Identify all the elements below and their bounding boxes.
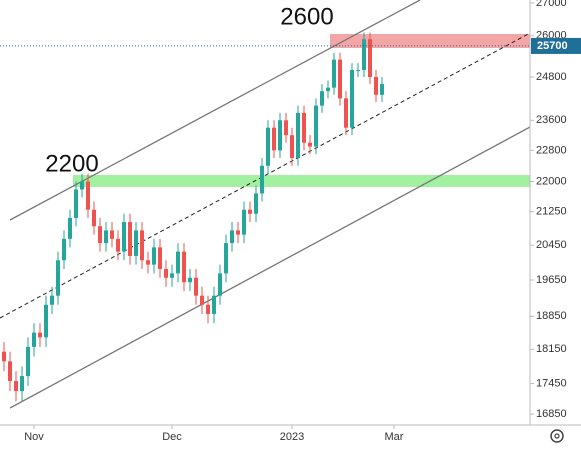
candle-body <box>380 84 384 95</box>
candle-body <box>194 277 198 296</box>
candle-body <box>248 209 252 214</box>
candle-body <box>128 222 132 256</box>
y-tick-label: 24800 <box>536 71 567 83</box>
x-tick-label: Nov <box>24 431 44 443</box>
candle-body <box>8 361 12 382</box>
candle-body <box>338 59 342 99</box>
candle-body <box>374 77 378 95</box>
candle-body <box>242 209 246 235</box>
candle-body <box>350 70 354 128</box>
candle-body <box>140 230 144 261</box>
candle-body <box>284 120 288 136</box>
settings-button[interactable] <box>550 429 564 443</box>
candle-body <box>152 247 156 265</box>
candle-body <box>32 332 36 347</box>
x-tick-label: 2023 <box>280 431 304 443</box>
candle-body <box>104 230 108 244</box>
candle-body <box>320 91 324 106</box>
support-zone <box>73 175 530 187</box>
channel-upper <box>9 0 421 221</box>
y-tick-label: 18150 <box>536 343 567 355</box>
candle-body <box>302 112 306 143</box>
candle-body <box>296 112 300 159</box>
y-tick-label: 18850 <box>536 310 567 322</box>
last-price-box <box>531 37 581 54</box>
resistance-zone <box>330 34 530 48</box>
y-tick-label: 16850 <box>536 408 567 420</box>
candle-body <box>200 295 204 305</box>
candle-body <box>116 238 120 252</box>
candle-body <box>278 120 282 151</box>
candle-body <box>236 230 240 235</box>
candle-body <box>26 346 30 377</box>
candle-body <box>86 181 90 210</box>
x-tick-label: Dec <box>162 431 182 443</box>
annotation: 2600 <box>280 3 333 30</box>
candle-body <box>260 165 264 194</box>
y-tick-label: 17450 <box>536 377 567 389</box>
candle-body <box>290 135 294 159</box>
candle-body <box>134 230 138 256</box>
candle-body <box>362 39 366 71</box>
y-tick-label: 27000 <box>536 0 567 9</box>
candle-body <box>62 238 66 261</box>
candle-body <box>356 70 360 72</box>
candles <box>2 32 384 402</box>
candle-body <box>212 295 216 314</box>
candle-body <box>326 87 330 92</box>
y-tick-label: 20450 <box>536 239 567 251</box>
candle-body <box>314 105 318 147</box>
candle-body <box>50 295 54 305</box>
candle-body <box>182 251 186 283</box>
candle-body <box>20 376 24 392</box>
candle-body <box>266 127 270 166</box>
gear-hub[interactable] <box>554 433 560 439</box>
drawings <box>0 0 531 409</box>
candle-body <box>344 98 348 128</box>
y-tick-label: 22800 <box>536 144 567 156</box>
candle-body <box>98 226 102 244</box>
candle-body <box>254 193 258 214</box>
candle-body <box>224 243 228 274</box>
candle-body <box>206 304 210 314</box>
candle-body <box>218 273 222 296</box>
candle-body <box>170 273 174 278</box>
candle-body <box>14 381 18 392</box>
candle-body <box>164 268 168 278</box>
candle-body <box>2 351 6 362</box>
candle-body <box>158 247 162 269</box>
y-tick-label: 19650 <box>536 274 567 286</box>
gear-icon[interactable] <box>550 429 564 443</box>
candle-body <box>272 127 276 151</box>
candle-body <box>188 277 192 283</box>
y-tick-label: 23600 <box>536 114 567 126</box>
candle-body <box>308 142 312 147</box>
candle-body <box>74 189 78 218</box>
candle-body <box>230 230 234 244</box>
candle-body <box>110 230 114 239</box>
y-tick-label: 21250 <box>536 206 567 218</box>
candle-body <box>146 260 150 265</box>
candle-body <box>122 222 126 252</box>
y-tick-label: 22000 <box>536 175 567 187</box>
x-tick-label: Mar <box>385 431 404 443</box>
candle-body <box>44 304 48 338</box>
annotation: 2200 <box>45 150 98 177</box>
candle-body <box>332 59 336 88</box>
candle-body <box>38 332 42 338</box>
last-price-label: 25700 <box>537 40 568 52</box>
channel-lower <box>9 126 531 409</box>
candle-body <box>368 39 372 78</box>
candle-body <box>56 260 60 296</box>
candle-body <box>68 217 72 239</box>
candle-body <box>92 209 96 227</box>
candle-body <box>176 251 180 274</box>
candle-body <box>80 181 84 190</box>
channel-mid <box>0 32 531 319</box>
